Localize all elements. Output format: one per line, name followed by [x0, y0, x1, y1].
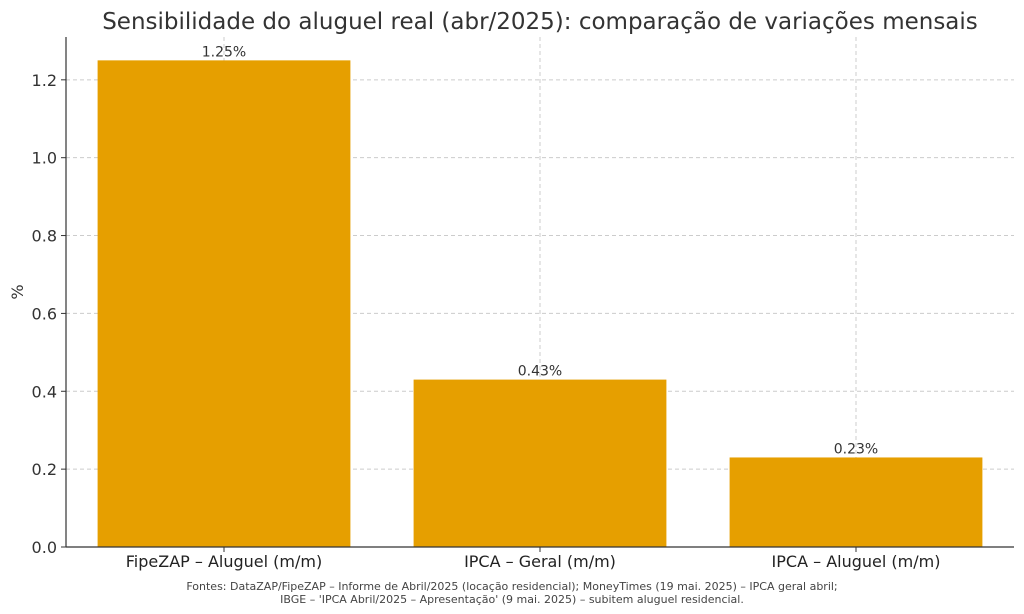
x-category-label: IPCA – Aluguel (m/m) [772, 552, 941, 571]
footnote-line-2: IBGE – 'IPCA Abril/2025 – Apresentação' … [280, 593, 744, 606]
y-tick-label: 0.6 [32, 304, 57, 323]
x-category-label: FipeZAP – Aluguel (m/m) [126, 552, 322, 571]
bar [413, 379, 667, 547]
bar-value-label: 1.25% [202, 44, 246, 60]
bar-value-label: 0.23% [834, 441, 878, 457]
bar-layer [97, 60, 983, 548]
chart-title: Sensibilidade do aluguel real (abr/2025)… [102, 9, 978, 35]
footnote-line-1: Fontes: DataZAP/FipeZAP – Informe de Abr… [186, 580, 838, 593]
y-tick-label: 0.0 [32, 538, 57, 557]
y-tick-label: 0.2 [32, 460, 57, 479]
y-tick-label: 1.0 [32, 149, 57, 168]
y-tick-label: 1.2 [32, 71, 57, 90]
label-layer: 0.0 0.2 0.4 0.6 0.8 1.0 1.2 1.25% FipeZAP – Alug… [32, 44, 941, 571]
bar [97, 60, 351, 548]
y-tick-label: 0.4 [32, 382, 57, 401]
bar [729, 457, 983, 547]
x-category-label: IPCA – Geral (m/m) [464, 552, 616, 571]
y-tick-label: 0.8 [32, 227, 57, 246]
bar-value-label: 0.43% [518, 364, 562, 380]
source-footnote: Fontes: DataZAP/FipeZAP – Informe de Abr… [0, 580, 1024, 606]
y-axis-label: % [8, 284, 27, 299]
